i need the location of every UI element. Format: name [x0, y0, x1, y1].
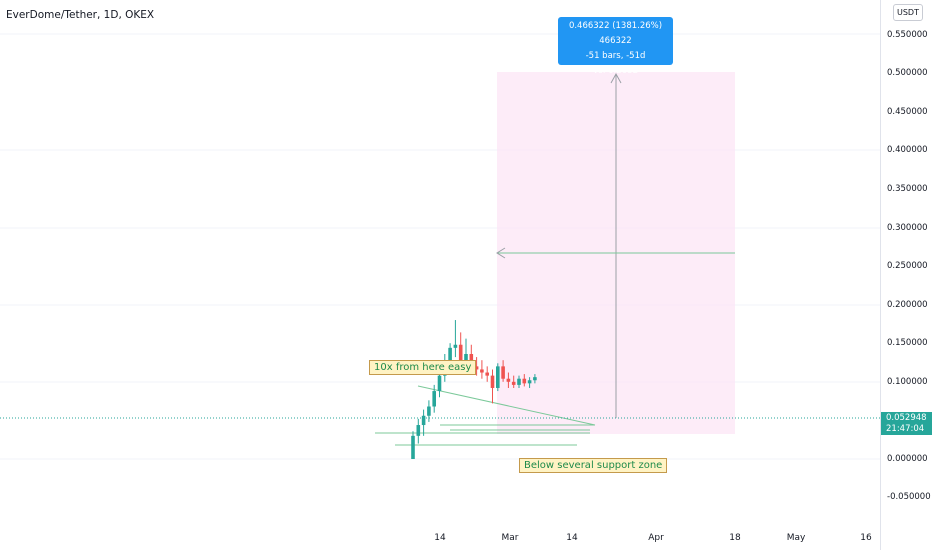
time-label: 14 [566, 533, 578, 543]
time-label: May [786, 533, 806, 543]
annotation-bottom-note[interactable]: Below several support zone [519, 458, 668, 473]
price-label: 0.100000 [887, 377, 928, 387]
candle-body[interactable] [527, 380, 532, 384]
candle-body[interactable] [517, 378, 521, 385]
measure-tooltip: 0.466322 (1381.26%) 466322 -51 bars, -51… [558, 17, 673, 76]
measure-bar-count: -51 bars, -51d [585, 51, 646, 61]
price-label: 0.000000 [887, 454, 928, 464]
price-label: 0.250000 [887, 261, 928, 271]
annotation-top-note[interactable]: 10x from here easy [369, 360, 477, 375]
price-label: 0.500000 [887, 68, 928, 78]
currency-button[interactable]: USDT [893, 4, 923, 21]
measure-volume: Vol 6.268B [592, 66, 639, 76]
candle-body[interactable] [464, 354, 468, 361]
candle-body[interactable] [427, 406, 431, 416]
candle-body[interactable] [448, 347, 452, 361]
candle-body[interactable] [485, 372, 489, 376]
time-label: 16 [860, 533, 872, 543]
price-label: -0.050000 [887, 492, 931, 502]
resistance-trendline[interactable] [417, 385, 596, 426]
current-price-value: 0.052948 [886, 413, 927, 423]
price-label: 0.300000 [887, 223, 928, 233]
candle-body[interactable] [533, 377, 537, 381]
symbol-title[interactable]: EverDome/Tether, 1D, OKEX [6, 9, 155, 21]
current-price-tag: 0.052948 21:47:04 [881, 412, 932, 435]
time-label: Mar [501, 533, 519, 543]
time-label: Apr [648, 533, 664, 543]
price-label: 0.400000 [887, 145, 928, 155]
candle-body[interactable] [496, 366, 500, 388]
measure-left-arrow [496, 247, 506, 259]
candle-body[interactable] [480, 369, 484, 373]
price-label: 0.150000 [887, 338, 928, 348]
candle-body[interactable] [490, 375, 495, 388]
measure-up-arrow [610, 72, 622, 84]
candle-body[interactable] [432, 391, 436, 407]
price-label: 0.550000 [887, 30, 928, 40]
candle-body[interactable] [411, 435, 415, 459]
price-label: 0.450000 [887, 107, 928, 117]
chart-canvas[interactable] [0, 0, 880, 550]
candle-body[interactable] [453, 344, 458, 348]
bar-countdown: 21:47:04 [886, 424, 925, 434]
candle-body[interactable] [421, 415, 426, 426]
candle-body[interactable] [511, 381, 516, 385]
candlestick-series[interactable] [411, 320, 537, 459]
measure-price-change: 0.466322 (1381.26%) 466322 [568, 21, 663, 46]
candle-body[interactable] [506, 378, 511, 382]
time-label: 18 [729, 533, 741, 543]
candle-body[interactable] [416, 425, 421, 436]
time-label: 14 [434, 533, 446, 543]
candle-body[interactable] [458, 344, 463, 361]
candle-body[interactable] [437, 375, 442, 392]
price-scale[interactable] [880, 0, 932, 550]
price-label: 0.200000 [887, 300, 928, 310]
candle-body[interactable] [522, 378, 527, 384]
price-label: 0.350000 [887, 184, 928, 194]
candle-body[interactable] [501, 366, 505, 379]
candle-body[interactable] [474, 366, 479, 370]
